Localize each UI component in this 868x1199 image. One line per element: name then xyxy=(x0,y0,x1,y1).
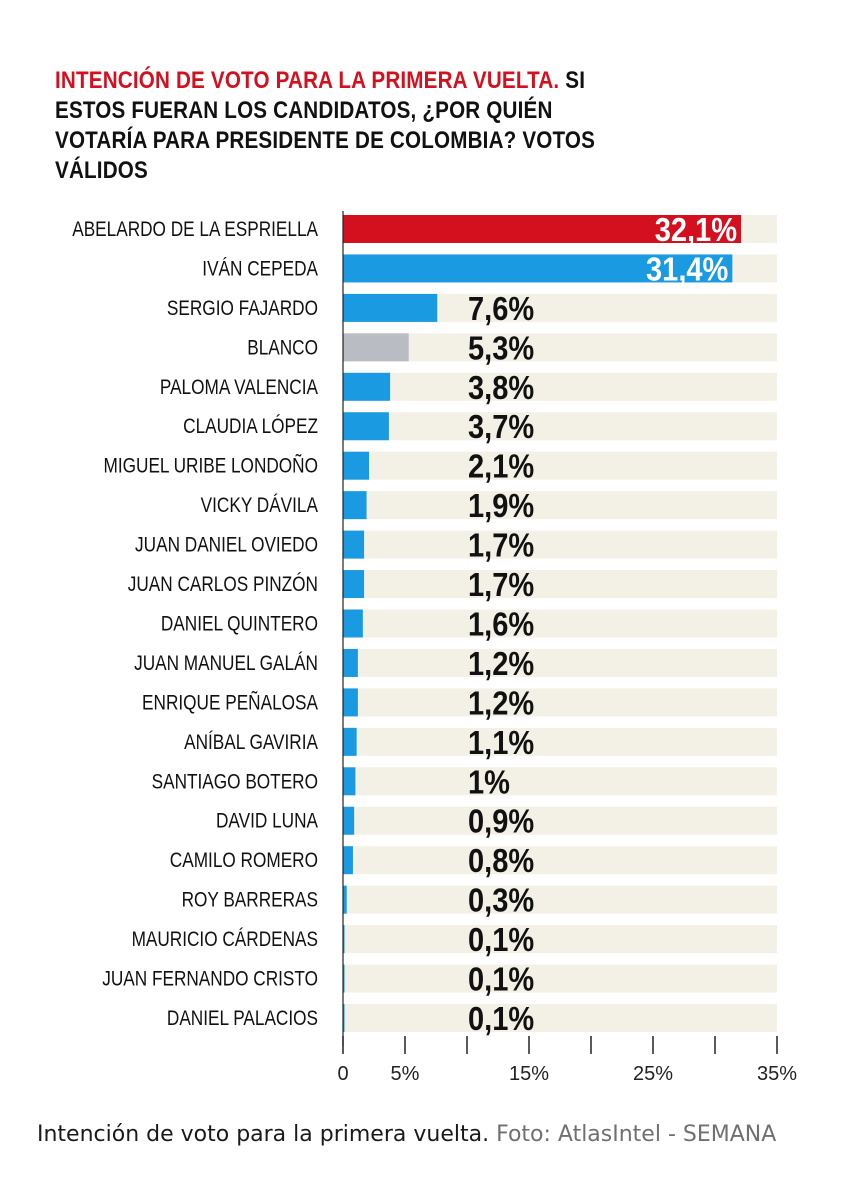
bar-track xyxy=(343,688,777,717)
bar-track xyxy=(343,412,777,441)
category-label: ABELARDO DE LA ESPRIELLA xyxy=(72,219,318,242)
category-label: CLAUDIA LÓPEZ xyxy=(183,415,318,439)
data-label: 3,7% xyxy=(468,409,534,446)
category-label: DAVID LUNA xyxy=(216,810,318,833)
bar xyxy=(343,806,355,835)
bar-chart: ABELARDO DE LA ESPRIELLA 32,1% IVÁN CEPEDA… xyxy=(72,211,797,1085)
bar xyxy=(343,451,370,480)
bar-track xyxy=(343,333,777,362)
data-label: 31,4% xyxy=(646,251,728,288)
bar-track xyxy=(343,767,777,796)
data-label: 1,2% xyxy=(468,685,534,722)
data-label: 1,2% xyxy=(468,645,534,682)
bar-track xyxy=(343,451,777,480)
bar xyxy=(343,412,389,441)
bar xyxy=(343,530,365,559)
category-label: ANÍBAL GAVIRIA xyxy=(184,731,318,754)
chart-graphic: INTENCIÓN DE VOTO PARA LA PRIMERA VUELTA… xyxy=(55,66,798,1085)
bar xyxy=(343,293,438,322)
bar xyxy=(343,254,733,283)
category-label: IVÁN CEPEDA xyxy=(202,258,318,281)
category-label: SANTIAGO BOTERO xyxy=(152,771,318,794)
category-label: DANIEL PALACIOS xyxy=(167,1008,318,1031)
data-label: 0,1% xyxy=(468,961,534,998)
bar xyxy=(343,767,356,796)
x-tick-label: 25% xyxy=(633,1063,673,1085)
category-label: ENRIQUE PEÑALOSA xyxy=(142,691,318,715)
x-tick-label: 15% xyxy=(509,1063,549,1085)
data-label: 1,6% xyxy=(468,606,534,643)
bar-track xyxy=(343,806,777,835)
data-label: 1,1% xyxy=(468,724,534,761)
data-label: 1,9% xyxy=(468,487,534,524)
data-label: 0,9% xyxy=(468,803,534,840)
category-label: JUAN MANUEL GALÁN xyxy=(134,652,318,675)
bar xyxy=(343,1004,345,1032)
data-label: 2,1% xyxy=(468,448,534,485)
category-label: JUAN CARLOS PINZÓN xyxy=(128,572,318,596)
bar-track xyxy=(343,570,777,599)
category-label: MIGUEL URIBE LONDOÑO xyxy=(104,454,318,478)
category-label: DANIEL QUINTERO xyxy=(161,613,318,636)
bar-track xyxy=(343,964,777,993)
bar-track xyxy=(343,1004,777,1032)
bar-track xyxy=(343,530,777,559)
bar xyxy=(343,964,345,993)
data-label: 0,1% xyxy=(468,1000,534,1037)
bar-track xyxy=(343,609,777,638)
bar xyxy=(343,609,363,638)
bar xyxy=(343,570,365,599)
bar-track xyxy=(343,846,777,875)
data-label: 0,8% xyxy=(468,842,534,879)
chart-title-rest: SI ESTOS FUERAN LOS CANDIDATOS, ¿POR QUI… xyxy=(55,67,596,184)
data-label: 0,1% xyxy=(468,921,534,958)
data-label: 32,1% xyxy=(655,211,737,248)
x-tick-label: 0 xyxy=(337,1063,348,1085)
caption-text: Intención de voto para la primera vuelta… xyxy=(37,1122,490,1147)
category-label: JUAN DANIEL OVIEDO xyxy=(135,534,318,557)
bar xyxy=(343,727,357,756)
chart-title-highlight: INTENCIÓN DE VOTO PARA LA PRIMERA VUELTA… xyxy=(55,67,560,94)
caption-credit: Foto: AtlasIntel - SEMANA xyxy=(496,1122,777,1147)
data-label: 7,6% xyxy=(468,290,534,327)
bar-track xyxy=(343,648,777,677)
data-label: 3,8% xyxy=(468,369,534,406)
data-label: 5,3% xyxy=(468,330,534,367)
data-label: 1,7% xyxy=(468,566,534,603)
category-label: BLANCO xyxy=(247,337,318,360)
category-label: CAMILO ROMERO xyxy=(170,850,318,873)
bar-track xyxy=(343,491,777,520)
chart-title: INTENCIÓN DE VOTO PARA LA PRIMERA VUELTA… xyxy=(55,66,640,186)
bar xyxy=(343,333,409,362)
category-label: VICKY DÁVILA xyxy=(201,495,318,518)
data-label: 0,3% xyxy=(468,882,534,919)
bar xyxy=(343,688,358,717)
bar-track xyxy=(343,885,777,914)
category-label: ROY BARRERAS xyxy=(182,889,318,912)
bar-track xyxy=(343,727,777,756)
bar xyxy=(343,648,358,677)
category-label: PALOMA VALENCIA xyxy=(160,376,318,399)
bar xyxy=(343,925,345,954)
bar xyxy=(343,846,353,875)
bar xyxy=(343,885,347,914)
data-label: 1% xyxy=(468,764,510,801)
image-caption: Intención de voto para la primera vuelta… xyxy=(37,1118,797,1151)
x-tick-label: 35% xyxy=(757,1063,797,1085)
category-label: JUAN FERNANDO CRISTO xyxy=(102,968,318,991)
category-label: SERGIO FAJARDO xyxy=(167,297,318,320)
bar xyxy=(343,215,742,243)
bar-track xyxy=(343,925,777,954)
bar xyxy=(343,491,367,520)
bar xyxy=(343,372,391,401)
bar-track xyxy=(343,372,777,401)
x-tick-label: 5% xyxy=(391,1063,420,1085)
category-label: MAURICIO CÁRDENAS xyxy=(132,929,318,952)
data-label: 1,7% xyxy=(468,527,534,564)
